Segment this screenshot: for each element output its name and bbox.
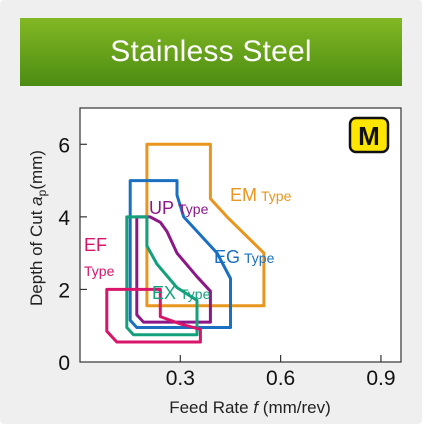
series-label-up: UP Type (149, 198, 209, 218)
series-area-ef (105, 287, 202, 344)
m-badge: M (348, 116, 390, 154)
y-axis-title-var: a (27, 196, 46, 205)
y-axis-title: Depth of Cut ap(mm) (27, 150, 49, 306)
x-tick-label: 0.3 (166, 367, 195, 390)
x-tick-label: 0.6 (266, 367, 295, 390)
y-tick-label: 0 (58, 352, 70, 375)
series-label-suffix: Type (178, 201, 209, 217)
series-label-name: EF (84, 235, 107, 255)
series-label-name: EG (214, 247, 240, 267)
series-label-suffix: Type (261, 188, 292, 204)
y-axis-title-prefix: Depth of Cut (27, 206, 46, 306)
series-label-name: UP (149, 198, 174, 218)
y-tick-label: 2 (58, 279, 70, 302)
x-axis-title: Feed Rate f (mm/rev) (169, 398, 331, 417)
series-label-name: EM (230, 185, 257, 205)
y-axis-title-sub: p (35, 189, 49, 196)
series-label-ex: EX Type (152, 283, 211, 303)
series-label-eg: EG Type (214, 247, 275, 267)
series-label-name: EX (152, 283, 176, 303)
x-axis-title-unit: (mm/rev) (258, 398, 331, 417)
plot-area (79, 107, 402, 363)
series-area-up (135, 215, 212, 324)
x-axis-title-var: f (253, 398, 260, 417)
series-label-ef: EF Type (84, 235, 115, 279)
series-label-em: EM Type (230, 185, 292, 205)
x-tick-label: 0.9 (366, 367, 395, 390)
series-label-suffix: Type (84, 263, 115, 279)
m-badge-text: M (358, 121, 380, 151)
banner-title: Stainless Steel (110, 35, 312, 68)
x-axis-title-prefix: Feed Rate (169, 398, 253, 417)
series-label-suffix: Type (180, 286, 211, 302)
y-axis-title-unit: (mm) (27, 150, 46, 190)
y-tick-label: 4 (58, 207, 70, 230)
series-areas (105, 142, 266, 344)
series-area-ex (125, 215, 199, 337)
axis-ticks: 0.3 0.6 0.9 0 2 4 6 (58, 134, 395, 390)
y-tick-label: 6 (58, 134, 70, 157)
series-area-eg (128, 179, 232, 329)
title-banner: Stainless Steel (20, 18, 402, 86)
series-label-suffix: Type (244, 250, 275, 266)
m-badge-box (348, 116, 390, 154)
series-area-em (145, 142, 266, 308)
